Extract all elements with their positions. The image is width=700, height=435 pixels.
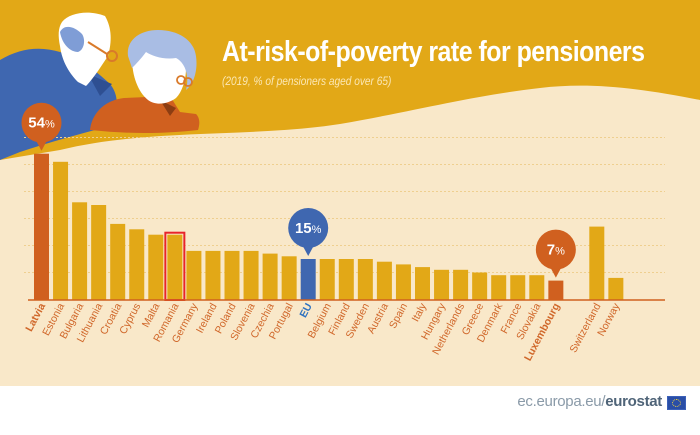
woman-collar-illustration (160, 100, 176, 116)
header-illustration (0, 0, 700, 386)
bar-finland (338, 259, 354, 300)
bar-luxembourg (548, 280, 564, 300)
bar-hungary (434, 269, 450, 300)
bar-austria (376, 261, 392, 300)
callouts: 54% 15% 7% (21, 102, 576, 278)
category-label-spain: Spain (387, 301, 410, 330)
bar-croatia (110, 223, 126, 300)
man-hair-illustration (60, 26, 85, 52)
source-link[interactable]: ec.europa.eu/eurostat (517, 393, 662, 410)
man-collar-illustration (88, 74, 112, 96)
bar-switzerland (589, 226, 605, 300)
callout-bubble (288, 208, 329, 248)
bar-greece (472, 272, 488, 300)
bar-slovenia (243, 250, 259, 300)
bar-germany (186, 250, 202, 300)
chart-subtitle: (2019, % of pensioners aged over 65) (222, 76, 392, 88)
callout-bubble (21, 102, 62, 143)
bar-spain (395, 264, 411, 300)
bar-eu (300, 259, 316, 300)
bar-poland (224, 250, 240, 300)
bars (28, 153, 665, 301)
woman-body-illustration (90, 96, 200, 133)
woman-hair-illustration (127, 30, 197, 90)
category-label-eu: EU (297, 301, 314, 320)
callout-latvia: 54% (21, 102, 62, 151)
eu-flag-icon (667, 396, 686, 410)
bar-cyprus (129, 229, 145, 300)
man-glasses-icon (106, 50, 118, 62)
source-brand: eurostat (605, 393, 662, 410)
callout-bubble (535, 229, 576, 270)
callout-luxembourg: 7% (535, 229, 576, 278)
bar-romania (167, 234, 183, 300)
category-labels: LatviaEstoniaBulgariaLithuaniaCroatiaCyp… (23, 301, 623, 363)
callout-value: 54% (28, 115, 55, 132)
bar-bulgaria (72, 202, 88, 300)
callout-value: 7% (547, 242, 565, 259)
bar-sweden (357, 259, 373, 300)
bar-czechia (262, 253, 278, 300)
bar-italy (415, 267, 430, 300)
chart-title: At-risk-of-poverty rate for pensioners (222, 36, 645, 68)
bar-estonia (53, 161, 69, 300)
callout-eu: 15% (288, 208, 329, 256)
bar-portugal (281, 256, 297, 300)
bar-ireland (205, 250, 221, 300)
bar-latvia (34, 153, 49, 300)
bar-norway (608, 277, 624, 300)
bar-slovakia (529, 275, 545, 300)
bar-belgium (319, 259, 335, 300)
source-url-prefix: ec.europa.eu/ (517, 393, 606, 410)
chart-area-wave (0, 92, 700, 386)
bar-malta (148, 234, 164, 300)
bar-denmark (491, 275, 507, 300)
bar-chart: LatviaEstoniaBulgariaLithuaniaCroatiaCyp… (21, 102, 665, 363)
infographic: At-risk-of-poverty rate for pensioners (… (0, 0, 700, 386)
callout-value: 15% (295, 220, 322, 237)
bar-lithuania (91, 205, 107, 300)
bar-france (510, 275, 526, 300)
bar-netherlands (453, 269, 469, 300)
